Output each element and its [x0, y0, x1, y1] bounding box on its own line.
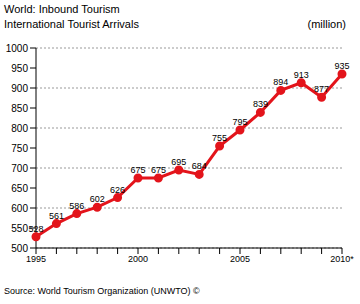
svg-text:675: 675 [130, 165, 145, 175]
svg-text:839: 839 [253, 99, 268, 109]
svg-text:550: 550 [11, 223, 28, 234]
svg-text:913: 913 [294, 70, 309, 80]
svg-text:695: 695 [171, 157, 186, 167]
svg-text:877: 877 [314, 84, 329, 94]
svg-text:1000: 1000 [8, 43, 28, 54]
svg-text:700: 700 [11, 163, 28, 174]
svg-text:2000: 2000 [128, 254, 148, 264]
svg-text:500: 500 [11, 243, 28, 254]
svg-text:900: 900 [11, 83, 28, 94]
svg-text:950: 950 [11, 63, 28, 74]
svg-text:586: 586 [69, 201, 84, 211]
svg-text:684: 684 [192, 161, 207, 171]
html-text:(million): (million) [307, 18, 346, 30]
svg-text:1995: 1995 [26, 254, 46, 264]
svg-text:2005: 2005 [230, 254, 250, 264]
svg-text:602: 602 [90, 194, 105, 204]
svg-text:935: 935 [334, 61, 349, 71]
svg-text:650: 650 [11, 183, 28, 194]
svg-text:600: 600 [11, 203, 28, 214]
svg-text:800: 800 [11, 123, 28, 134]
svg-text:675: 675 [151, 165, 166, 175]
html-text:Source: World Tourism Organiza: Source: World Tourism Organization (UNWT… [4, 286, 200, 296]
svg-text:2010*: 2010* [330, 254, 352, 264]
html-text:International Tourist Arrivals: International Tourist Arrivals [4, 18, 139, 30]
svg-text:561: 561 [49, 211, 64, 221]
svg-text:528: 528 [28, 224, 43, 234]
html-text:World: Inbound Tourism: World: Inbound Tourism [4, 3, 120, 15]
svg-text:750: 750 [11, 143, 28, 154]
svg-text:894: 894 [273, 77, 288, 87]
svg-text:850: 850 [11, 103, 28, 114]
svg-text:795: 795 [232, 117, 247, 127]
svg-text:626: 626 [110, 185, 125, 195]
svg-text:755: 755 [212, 133, 227, 143]
